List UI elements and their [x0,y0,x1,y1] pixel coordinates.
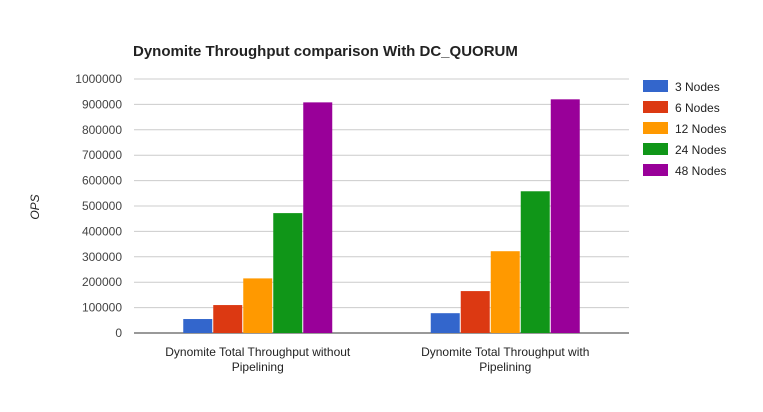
y-tick-label: 100000 [82,301,122,315]
y-tick-label: 700000 [82,148,122,162]
bar-6-nodes-2 [460,291,490,333]
bar-3-nodes-1 [183,319,213,333]
y-tick-label: 800000 [82,123,122,137]
chart-title: Dynomite Throughput comparison With DC_Q… [133,43,518,60]
y-tick-label: 400000 [82,224,122,238]
category-label: Dynomite Total Throughput without [165,345,351,359]
bar-48-nodes-1 [303,102,333,333]
y-tick-label: 900000 [82,97,122,111]
legend-label: 6 Nodes [675,101,720,115]
bar-48-nodes-2 [550,99,580,333]
bar-24-nodes-1 [273,213,303,333]
y-tick-label: 600000 [82,174,122,188]
category-label: Dynomite Total Throughput with [421,345,589,359]
category-labels: Dynomite Total Throughput withoutPipelin… [165,345,589,374]
legend-swatch [643,143,668,155]
y-axis-label: OPS [28,194,42,219]
legend: 3 Nodes 6 Nodes 12 Nodes 24 Nodes 48 Nodes [643,80,726,178]
legend-swatch [643,164,668,176]
legend-label: 3 Nodes [675,80,720,94]
y-tick-label: 1000000 [75,72,122,86]
bar-12-nodes-1 [243,278,273,333]
legend-label: 48 Nodes [675,164,726,178]
y-tick-label: 200000 [82,275,122,289]
category-label: Pipelining [232,360,284,374]
legend-label: 12 Nodes [675,122,726,136]
legend-swatch [643,101,668,113]
bars [183,99,580,333]
y-tick-label: 300000 [82,250,122,264]
bar-24-nodes-2 [520,191,550,333]
legend-swatch [643,122,668,134]
y-tick-labels: 0 100000 200000 300000 400000 500000 600000 700… [75,72,122,340]
bar-6-nodes-1 [213,305,243,333]
legend-swatch [643,80,668,92]
category-label: Pipelining [479,360,531,374]
y-tick-label: 500000 [82,199,122,213]
bar-3-nodes-2 [430,313,460,333]
bar-12-nodes-2 [490,251,520,333]
legend-label: 24 Nodes [675,143,726,157]
y-tick-label: 0 [115,326,122,340]
